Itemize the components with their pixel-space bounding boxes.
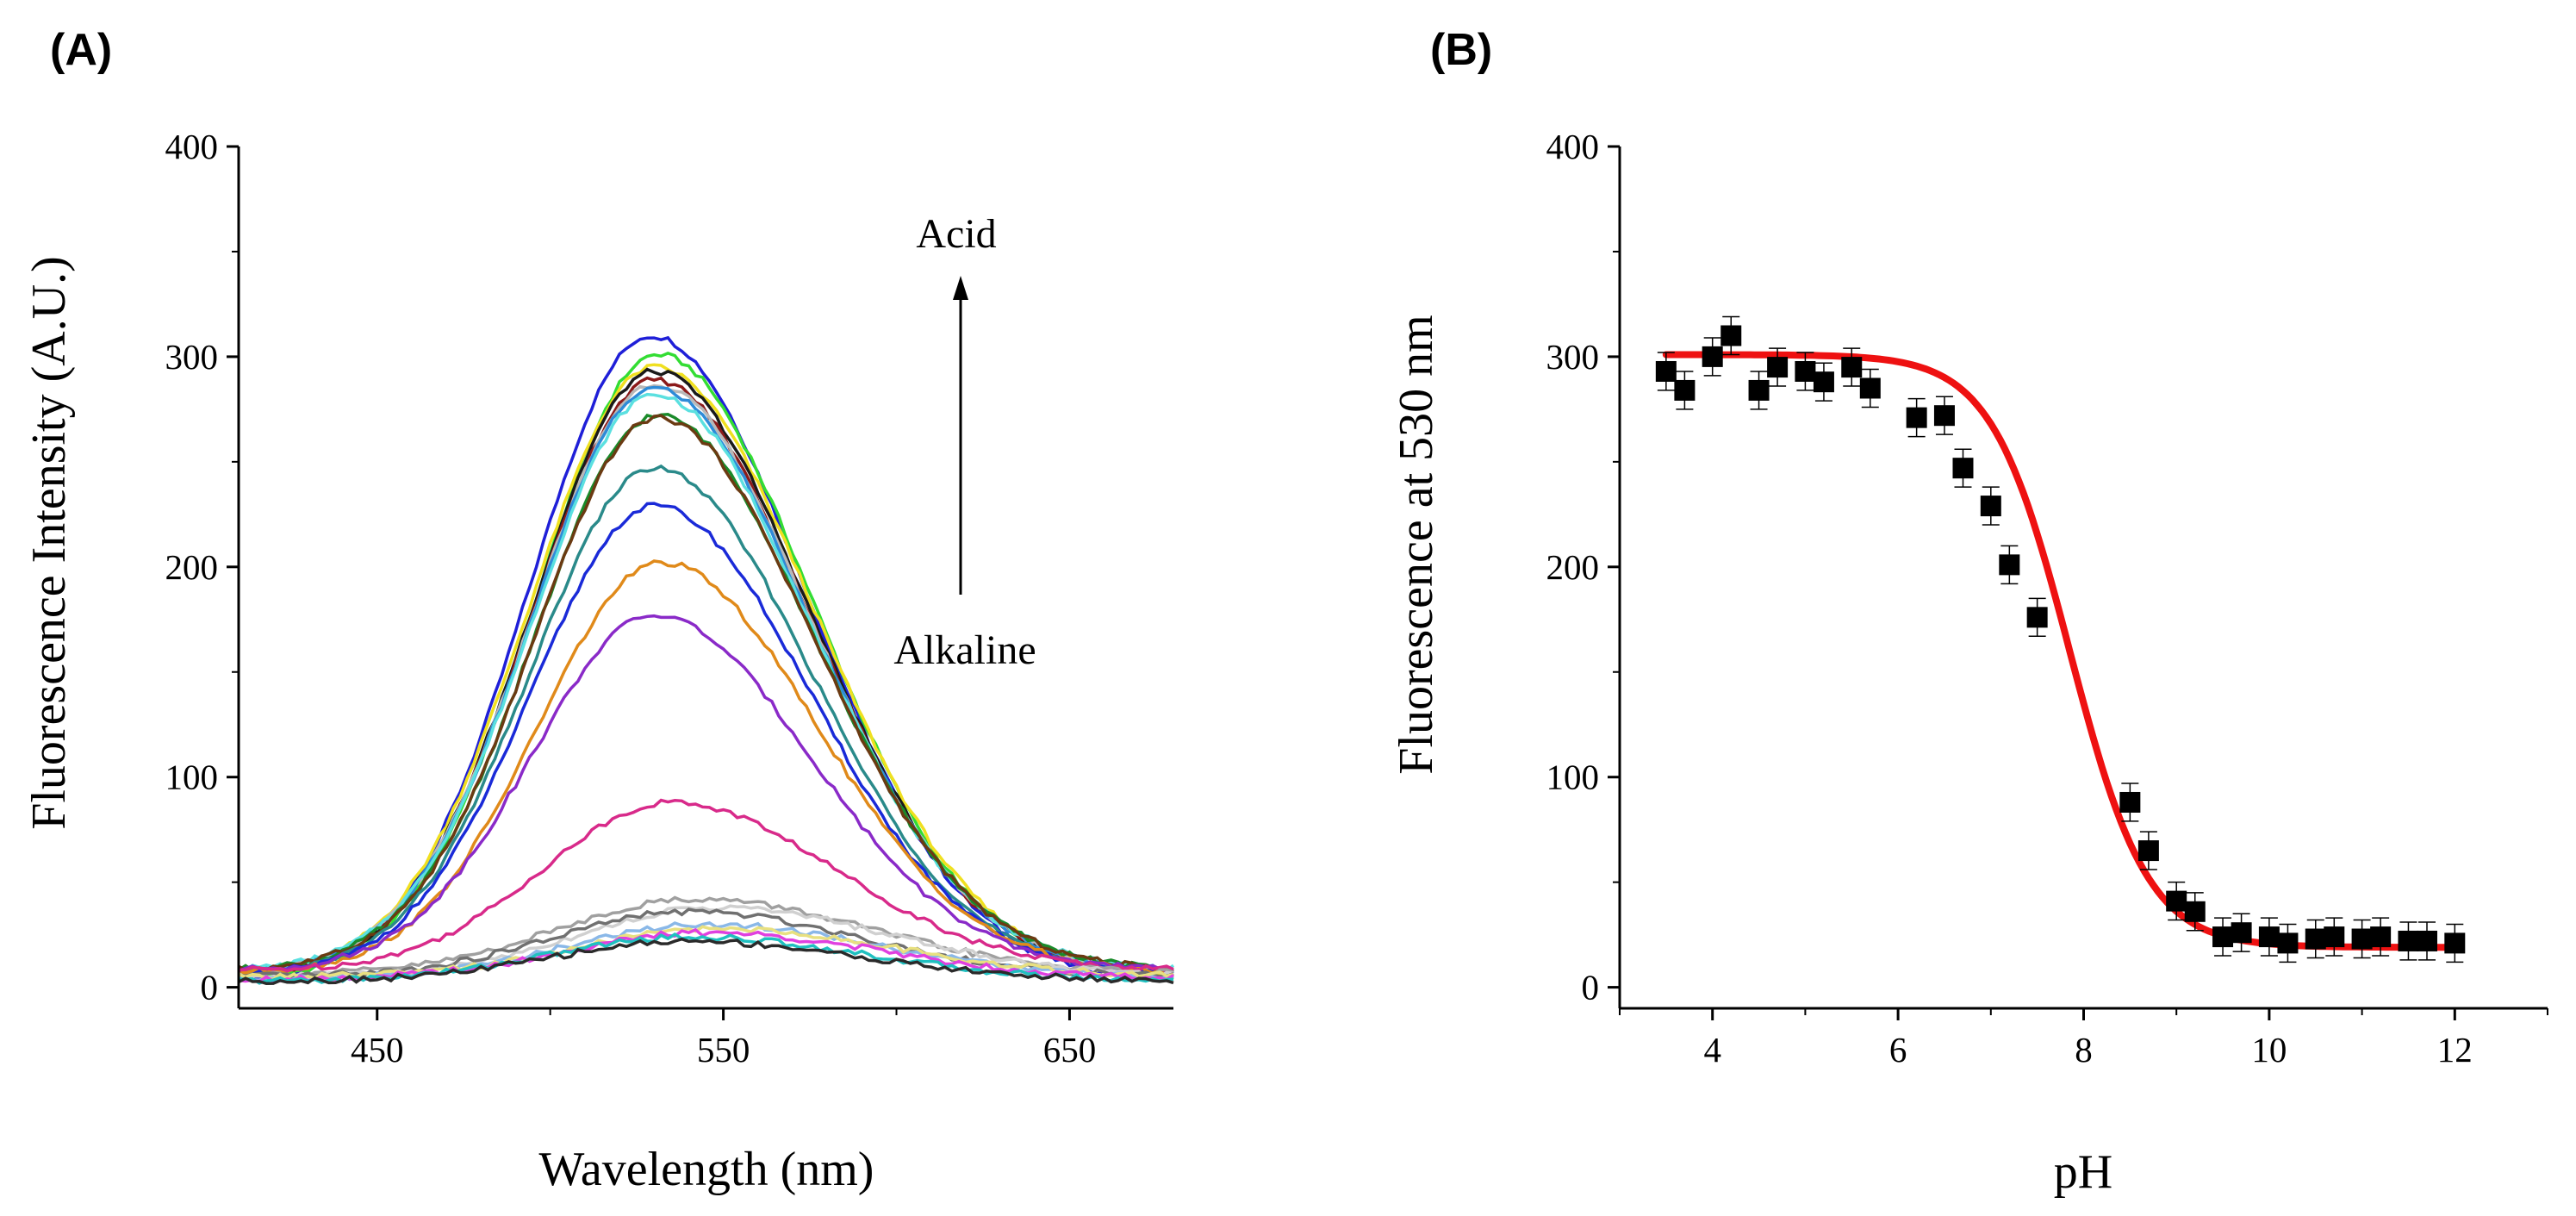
panel-b-points-group	[1655, 315, 2466, 963]
data-point	[1720, 325, 1742, 346]
data-point	[1906, 407, 1927, 428]
panel-b-x-tick-label: 4	[1703, 1030, 1721, 1069]
panel-a-axes: 0 100 200 300 400 450 550 650	[165, 127, 1173, 1069]
panel-a-y-tick-label: 200	[165, 547, 219, 587]
data-point	[1767, 357, 1789, 378]
panel-a-y-tick-label: 100	[165, 758, 219, 797]
panel-a-y-tick-label: 400	[165, 127, 219, 166]
panel-a-y-tick-label: 300	[165, 337, 219, 377]
panel-b-x-axis-title: pH	[2054, 1145, 2112, 1199]
data-point	[2026, 607, 2048, 628]
data-point	[2137, 840, 2159, 862]
sigmoid-fit-line	[1662, 351, 2459, 951]
data-point	[2166, 890, 2187, 912]
panel-a-label: (A)	[50, 25, 112, 75]
data-point	[2119, 791, 2141, 813]
panel-b-label: (B)	[1430, 25, 1492, 75]
data-point	[2370, 926, 2392, 948]
spectrum-line-s11	[238, 464, 1174, 975]
data-point	[1813, 371, 1834, 393]
data-point	[1655, 360, 1677, 382]
spectrum-line-s9	[238, 413, 1174, 972]
panel-b-x-tick-label: 10	[2251, 1030, 2287, 1069]
data-point	[2416, 930, 2437, 951]
panel-a: (A) 0 100 200 300 400 450 550 650 Wavelength (n…	[22, 25, 1175, 1196]
spectrum-line-s8	[238, 392, 1175, 973]
panel-a-y-axis-title: Fluorescence Intensity (A.U.)	[22, 256, 76, 830]
panel-a-x-tick-label: 650	[1043, 1030, 1097, 1069]
spectrum-line-s15	[238, 798, 1174, 973]
spectrum-line-s14	[238, 614, 1174, 973]
panel-a-y-tick-label: 0	[201, 968, 219, 1007]
data-point	[1952, 458, 1974, 479]
panel-b-y-tick-label: 100	[1546, 758, 1600, 797]
spectrum-line-s6	[238, 384, 1174, 976]
spectrum-line-s13	[238, 559, 1174, 975]
spectrum-line-s23	[238, 937, 1174, 986]
alkaline-annotation: Alkaline	[893, 627, 1036, 673]
data-point	[1748, 379, 1770, 401]
spectrum-line-s12	[238, 502, 1174, 978]
panel-b-fit-group	[1662, 351, 2459, 951]
data-point	[1674, 379, 1696, 401]
data-point	[2277, 932, 2299, 954]
panel-a-x-tick-label: 450	[351, 1030, 404, 1069]
data-point	[2184, 901, 2206, 922]
acid-annotation: Acid	[916, 211, 996, 257]
panel-b-y-tick-label: 300	[1546, 337, 1600, 377]
data-point	[2398, 930, 2419, 951]
data-point	[2212, 926, 2234, 948]
spectrum-line-s20	[238, 925, 1174, 981]
data-point	[2305, 928, 2326, 950]
panel-a-x-tick-label: 550	[697, 1030, 750, 1069]
panel-a-x-axis-title: Wavelength (nm)	[539, 1143, 874, 1196]
panel-b-x-tick-label: 8	[2075, 1030, 2093, 1069]
data-point	[1933, 405, 1955, 427]
data-point	[2444, 932, 2466, 954]
panel-b: (B) 0 100 200 300 400 4 6 8 10 12 pH Fluorescence…	[1390, 25, 2548, 1199]
data-point	[2324, 926, 2345, 948]
data-point	[2351, 928, 2373, 950]
data-point	[2231, 922, 2252, 944]
data-point	[1980, 496, 2001, 517]
panel-b-x-tick-label: 6	[1889, 1030, 1907, 1069]
arrow-up-icon	[953, 276, 968, 300]
data-point	[1999, 554, 2020, 576]
data-point	[1702, 346, 1723, 367]
panel-b-y-tick-label: 0	[1582, 968, 1600, 1007]
panel-b-axes: 0 100 200 300 400 4 6 8 10 12	[1546, 127, 2548, 1069]
spectrum-line-s7	[238, 385, 1174, 975]
data-point	[2258, 926, 2280, 948]
panel-b-x-tick-label: 12	[2437, 1030, 2473, 1069]
data-point	[1795, 360, 1816, 382]
panel-a-series-group	[237, 335, 1175, 986]
data-point	[1841, 357, 1863, 378]
panel-b-y-tick-label: 200	[1546, 547, 1600, 587]
panel-b-y-axis-title: Fluorescence at 530 nm	[1390, 315, 1443, 774]
spectrum-line-s10	[238, 414, 1174, 973]
data-point	[1859, 377, 1881, 399]
panel-b-y-tick-label: 400	[1546, 127, 1600, 166]
spectrum-line-s5	[238, 376, 1174, 976]
